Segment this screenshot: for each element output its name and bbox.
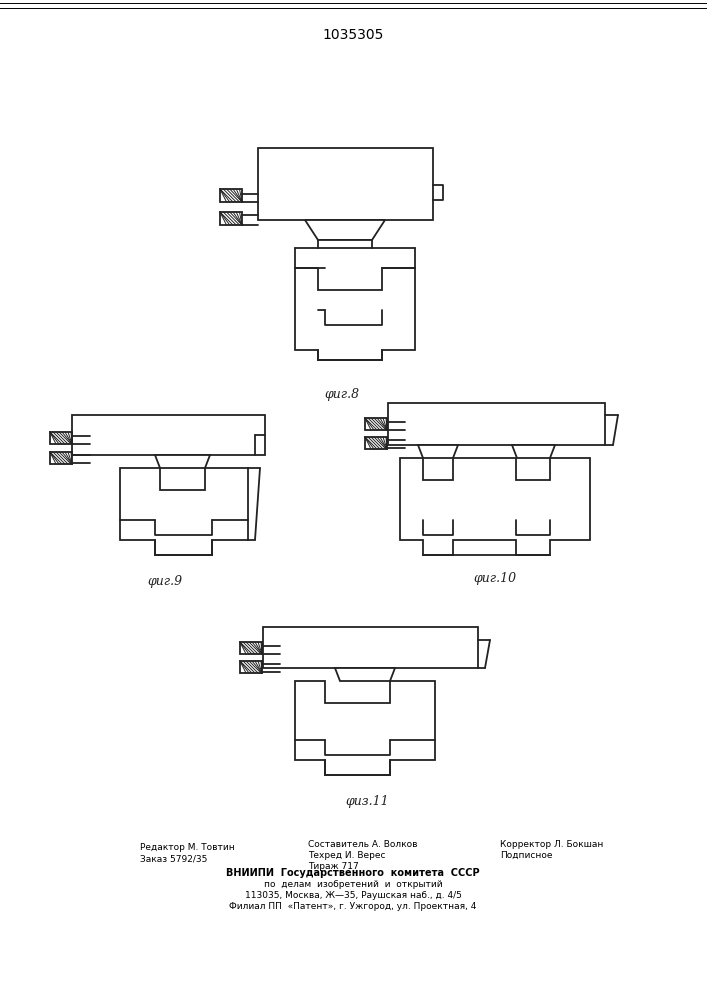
Polygon shape xyxy=(418,445,458,458)
Polygon shape xyxy=(365,437,387,449)
Text: по  делам  изобретений  и  открытий: по делам изобретений и открытий xyxy=(264,880,443,889)
Polygon shape xyxy=(220,189,242,202)
Text: φиз.11: φиз.11 xyxy=(345,795,389,808)
Polygon shape xyxy=(258,148,433,220)
Polygon shape xyxy=(50,452,72,464)
Polygon shape xyxy=(220,212,242,225)
Polygon shape xyxy=(155,455,210,468)
Polygon shape xyxy=(512,445,555,458)
Text: 113035, Москва, Ж—35, Раушская наб., д. 4/5: 113035, Москва, Ж—35, Раушская наб., д. … xyxy=(245,891,462,900)
Polygon shape xyxy=(388,403,605,445)
Text: φиг.10: φиг.10 xyxy=(474,572,517,585)
Text: Тираж 717: Тираж 717 xyxy=(308,862,358,871)
Text: ВНИИПИ  Государственного  комитета  СССР: ВНИИПИ Государственного комитета СССР xyxy=(226,868,480,878)
Polygon shape xyxy=(263,627,478,668)
Text: φиг.9: φиг.9 xyxy=(148,575,182,588)
Polygon shape xyxy=(365,418,387,430)
Polygon shape xyxy=(318,240,372,248)
Polygon shape xyxy=(240,642,262,654)
Polygon shape xyxy=(400,458,590,555)
Text: Заказ 5792/35: Заказ 5792/35 xyxy=(140,854,207,863)
Text: Редактор М. Товтин: Редактор М. Товтин xyxy=(140,843,235,852)
Polygon shape xyxy=(72,415,265,455)
Text: Корректор Л. Бокшан: Корректор Л. Бокшан xyxy=(500,840,603,849)
Text: Подписное: Подписное xyxy=(500,851,552,860)
Polygon shape xyxy=(335,668,395,681)
Text: φиг.8: φиг.8 xyxy=(325,388,360,401)
Polygon shape xyxy=(295,268,415,360)
Polygon shape xyxy=(240,661,262,673)
Text: Составитель А. Волков: Составитель А. Волков xyxy=(308,840,418,849)
Polygon shape xyxy=(305,220,385,240)
Polygon shape xyxy=(120,468,248,555)
Text: Техред И. Верес: Техред И. Верес xyxy=(308,851,385,860)
Polygon shape xyxy=(50,432,72,444)
Text: 1035305: 1035305 xyxy=(322,28,384,42)
Text: Филиал ПП  «Патент», г. Ужгород, ул. Проектная, 4: Филиал ПП «Патент», г. Ужгород, ул. Прое… xyxy=(229,902,477,911)
Polygon shape xyxy=(295,681,435,775)
